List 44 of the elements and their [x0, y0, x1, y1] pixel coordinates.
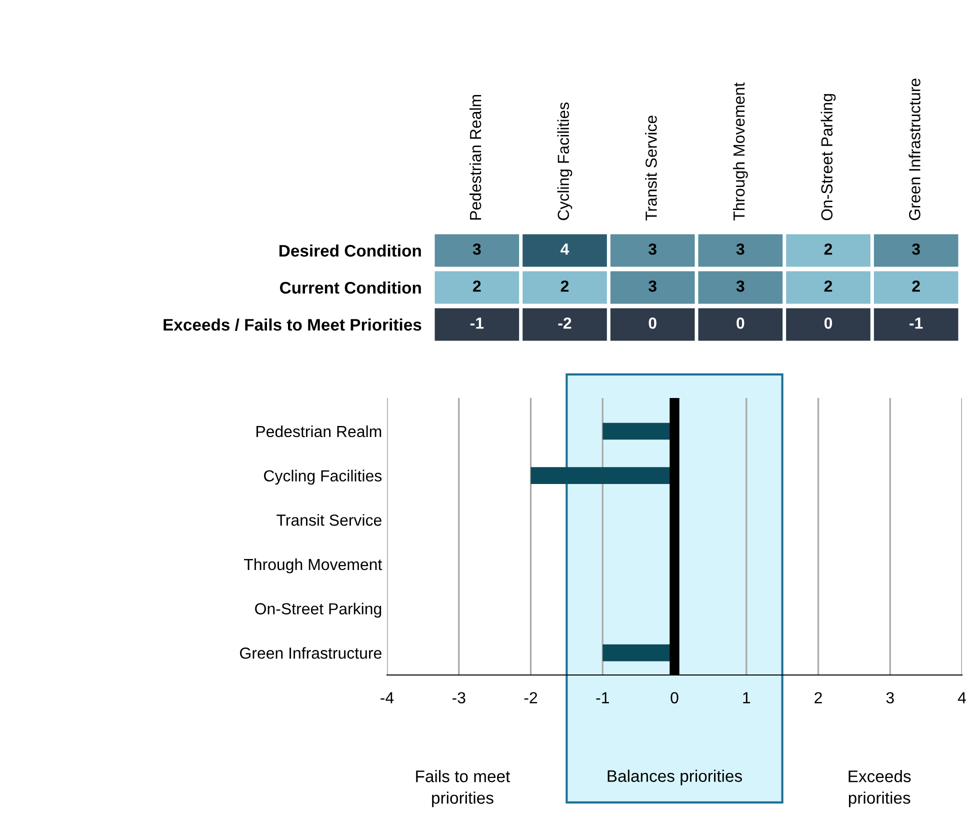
- data-label: 3: [472, 243, 481, 255]
- data-label: 0: [648, 317, 656, 329]
- y-tick-label: Green Infrastructure: [240, 647, 382, 659]
- x-tick-label: 3: [886, 692, 894, 704]
- x-tick-label: Green Infrastructure: [908, 78, 920, 220]
- data-label: -1: [910, 318, 923, 329]
- data-label: 3: [648, 243, 656, 255]
- x-tick-label: 0: [670, 692, 678, 704]
- x-tick-label: Cycling Facilities: [557, 102, 572, 220]
- data-label: -2: [558, 317, 572, 329]
- x-tick-label: On-Street Parking: [820, 94, 836, 220]
- text: Fails to meet priorities: [416, 770, 510, 808]
- x-tick-label: -4: [380, 692, 394, 704]
- data-label: 2: [912, 280, 920, 292]
- data-label: 2: [824, 280, 832, 292]
- data-label: 3: [736, 280, 744, 292]
- y-tick-label: Current Condition: [280, 281, 421, 294]
- x-tick-label: Through Movement: [732, 82, 748, 221]
- x-tick-label: -2: [524, 692, 538, 704]
- x-tick-label: 4: [958, 692, 966, 704]
- y-tick-label: Pedestrian Realm: [256, 425, 382, 438]
- y-tick-label: Through Movement: [244, 558, 382, 574]
- data-label: 3: [912, 243, 920, 255]
- x-tick-label: 2: [814, 692, 822, 704]
- x-tick-label: Transit Service: [645, 116, 657, 221]
- data-label: 0: [736, 317, 744, 329]
- y-tick-label: Transit Service: [276, 514, 382, 526]
- data-label: 2: [824, 243, 832, 255]
- x-tick-label: 1: [743, 692, 750, 704]
- x-tick-label: -3: [452, 692, 466, 704]
- data-label: -1: [470, 318, 484, 329]
- data-label: 3: [648, 280, 656, 292]
- data-label: 2: [560, 280, 569, 292]
- data-label: 4: [560, 244, 570, 255]
- band-label: Balances priorities: [608, 770, 742, 786]
- y-tick-label: Exceeds / Fails to Meet Priorities: [164, 318, 422, 331]
- data-label: 2: [473, 280, 481, 292]
- data-label: 3: [736, 243, 744, 255]
- y-tick-label: Cycling Facilities: [264, 470, 382, 485]
- x-tick-label: -1: [596, 692, 609, 704]
- text: Exceeds priorities: [848, 770, 911, 808]
- data-label: 0: [824, 317, 832, 329]
- y-tick-label: On-Street Parking: [255, 602, 382, 618]
- y-tick-label: Desired Condition: [279, 244, 421, 257]
